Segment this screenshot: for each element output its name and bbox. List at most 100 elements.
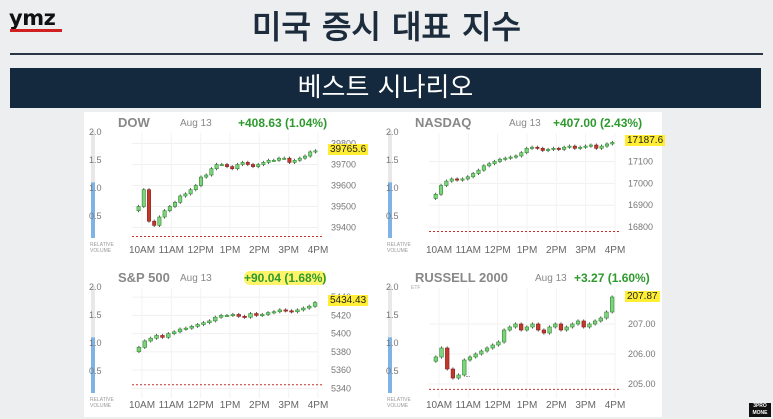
x-tick-label: 12PM (188, 245, 214, 256)
volume-tick-label: 1.0 (89, 183, 102, 193)
y-tick-label: 5400 (331, 329, 351, 339)
y-tick-label: 39700 (331, 160, 356, 170)
candle-body (501, 329, 507, 343)
candle-body (610, 296, 615, 313)
candle-body (481, 165, 486, 171)
candle-body (507, 326, 512, 331)
volume-tick-label: 1.5 (89, 155, 102, 165)
candle-body (439, 185, 444, 195)
x-tick-label: 11AM (159, 400, 184, 411)
y-tick-label: 5340 (331, 383, 351, 393)
y-tick-label: 17100 (628, 156, 653, 166)
candle-body (213, 316, 218, 322)
last-price-label: 39765.6 (328, 143, 369, 155)
candle-body (224, 315, 230, 317)
volume-fill (388, 337, 392, 393)
chart-change: +3.27 (1.60%) (574, 271, 650, 285)
volume-fill (91, 182, 95, 238)
y-tick-label: 5380 (331, 347, 351, 357)
corner-badge-line-2: MONE (752, 410, 768, 416)
candle-body (245, 162, 250, 165)
logo: ymz (9, 6, 56, 30)
candle-body (242, 316, 247, 318)
candle-body (148, 337, 153, 342)
x-tick-label: 2PM (546, 400, 567, 411)
candle-body (540, 148, 545, 151)
x-tick-label: 11AM (456, 400, 481, 411)
x-tick-label: 10AM (129, 400, 155, 411)
candle-body (157, 216, 162, 226)
etf-tag: ETF (411, 285, 420, 291)
x-tick-label: 12PM (485, 245, 511, 256)
candle-body (467, 356, 473, 361)
candle-body (564, 326, 569, 331)
candle-body (277, 157, 281, 161)
candle-body (287, 157, 292, 163)
candle-body (307, 305, 312, 309)
candle-body (256, 164, 261, 167)
candle-body (587, 323, 592, 328)
candle-body (195, 324, 200, 327)
candle-body (479, 350, 484, 355)
candle-body (230, 314, 236, 316)
y-tick-label: 17000 (628, 178, 653, 188)
x-tick-label: 10AM (426, 245, 452, 256)
volume-tick-label: 2.0 (89, 127, 102, 137)
candle-body (199, 176, 203, 186)
candle-body (282, 157, 287, 160)
candle-body (450, 368, 456, 379)
candle-body (265, 312, 271, 315)
candle-body (201, 322, 206, 325)
candle-body (183, 327, 189, 330)
candle-body (303, 155, 307, 159)
candle-body (301, 307, 306, 311)
candle-body (171, 331, 177, 334)
candle-body (178, 195, 183, 203)
candle-body (503, 157, 508, 160)
chart-change: +407.00 (2.43%) (553, 116, 643, 130)
candle-body (209, 168, 214, 176)
candle-body (610, 142, 615, 145)
candle-body (445, 347, 450, 370)
y-tick-label: 205.00 (628, 379, 656, 389)
x-tick-label: 12PM (188, 400, 214, 411)
volume-fill (388, 182, 392, 238)
candle-body (433, 193, 438, 199)
y-tick-label: 5360 (331, 365, 351, 375)
x-tick-label: 2PM (546, 245, 567, 256)
x-tick-label: 11AM (159, 245, 184, 256)
x-tick-label: 1PM (220, 245, 241, 256)
x-tick-label: 10AM (129, 245, 155, 256)
chart-date: Aug 13 (535, 273, 567, 284)
x-tick-label: 3PM (278, 245, 299, 256)
candle-body (599, 145, 604, 149)
last-price-label: 5434.43 (328, 295, 369, 307)
candle-body (439, 347, 444, 358)
x-tick-label: 4PM (605, 400, 626, 411)
candle-body (289, 310, 294, 313)
candle-body (541, 329, 547, 334)
candle-body (160, 335, 165, 338)
y-tick-label: 39800 (331, 139, 356, 149)
volume-caption: RELATIVE (90, 242, 114, 248)
candle-body (598, 317, 603, 322)
candle-body (553, 323, 558, 328)
y-tick-label: 39500 (331, 202, 356, 212)
candle-body (562, 146, 567, 150)
volume-tick-label: 1.5 (89, 310, 102, 320)
chart-canvas: 17100 17000 16900 16800 10AM 11AM 12PM 1PM 2PM 3P… (386, 127, 653, 256)
volume-caption: VOLUME (387, 403, 409, 409)
candle-body (240, 162, 245, 165)
candle-body (152, 220, 157, 226)
chart-index-name: RUSSELL 2000 (415, 270, 508, 285)
volume-tick-label: 1.0 (386, 338, 399, 348)
candle-body (248, 313, 253, 318)
chart-date: Aug 13 (180, 118, 212, 129)
x-tick-label: 3PM (575, 245, 596, 256)
y-tick-label: 207.00 (628, 319, 656, 329)
candle-body (136, 206, 141, 211)
x-tick-label: 1PM (517, 400, 538, 411)
candle-body (604, 143, 609, 147)
candle-body (166, 333, 171, 338)
